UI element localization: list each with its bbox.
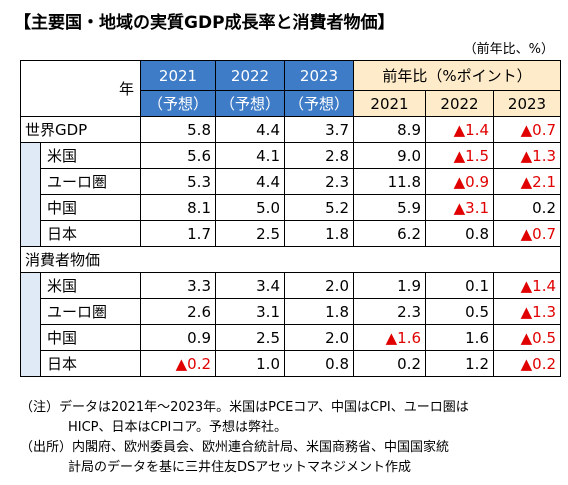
value-cell: 3.7	[284, 116, 354, 143]
row-label: 中国	[40, 324, 141, 351]
header-year-2021: 2021	[140, 60, 216, 91]
header-forecast-note-2021: （予想）	[140, 90, 216, 117]
header-diff-group: 前年比（%ポイント）	[353, 60, 561, 91]
corner-year-label: 年	[20, 60, 141, 117]
value-cell: 8.1	[140, 194, 216, 221]
row-label: ユーロ圏	[40, 168, 141, 195]
value-cell: 2.5	[215, 324, 285, 351]
value-cell: 0.8	[284, 350, 354, 377]
table-row: 日本 ▲0.2 1.0 0.8 0.2 1.2 ▲0.2	[21, 350, 561, 377]
header-year-2022: 2022	[215, 60, 285, 91]
value-cell: 1.7	[140, 220, 216, 247]
value-cell: 1.8	[284, 220, 354, 247]
value-cell: 0.2	[493, 194, 561, 221]
value-cell: ▲1.6	[353, 324, 426, 351]
value-cell: 5.2	[284, 194, 354, 221]
value-cell: 1.6	[425, 324, 494, 351]
value-cell: ▲1.3	[493, 142, 561, 169]
value-cell: 4.1	[215, 142, 285, 169]
value-cell: 2.3	[284, 168, 354, 195]
row-label: 米国	[40, 272, 141, 299]
table-title: 【主要国・地域の実質GDP成長率と消費者物価】	[14, 13, 395, 33]
value-cell: 0.2	[353, 350, 426, 377]
value-cell: 3.1	[215, 298, 285, 325]
header-year-2023: 2023	[284, 60, 354, 91]
table-row: 米国 5.6 4.1 2.8 9.0 ▲1.5 ▲1.3	[20, 142, 561, 247]
value-cell: 9.0	[353, 142, 426, 169]
indent-cell	[20, 142, 41, 247]
source-line-1: （出所）内閣府、欧州委員会、欧州連合統計局、米国商務省、中国国家統	[20, 440, 450, 455]
value-cell: 2.0	[284, 272, 354, 299]
value-cell: 2.3	[353, 298, 426, 325]
value-cell: ▲0.2	[140, 350, 216, 377]
value-cell: ▲0.7	[493, 116, 561, 143]
value-cell: 6.2	[353, 220, 426, 247]
value-cell: ▲1.4	[425, 116, 494, 143]
value-cell: 8.9	[353, 116, 426, 143]
row-label: 日本	[40, 220, 141, 247]
value-cell: ▲2.1	[493, 168, 561, 195]
data-table: 年 2021 2022 2023 前年比（%ポイント） （予想） （予想） （予…	[20, 60, 561, 377]
value-cell: 1.2	[425, 350, 494, 377]
value-cell: 0.9	[140, 324, 216, 351]
value-cell: 4.4	[215, 168, 285, 195]
value-cell: ▲0.5	[493, 324, 561, 351]
header-diff-year-2023: 2023	[493, 90, 561, 117]
value-cell: 2.5	[215, 220, 285, 247]
value-cell: 5.6	[140, 142, 216, 169]
value-cell: 0.5	[425, 298, 494, 325]
header-forecast-note-2022: （予想）	[215, 90, 285, 117]
value-cell: 1.0	[215, 350, 285, 377]
value-cell: 2.6	[140, 298, 216, 325]
value-cell: 1.9	[353, 272, 426, 299]
table-row: 日本 1.7 2.5 1.8 6.2 0.8 ▲0.7	[21, 220, 561, 247]
footnotes: （注）データは2021年～2023年。米国はPCEコア、中国はCPI、ユーロ圏は…	[20, 398, 469, 478]
table-row: ユーロ圏 5.3 4.4 2.3 11.8 ▲0.9 ▲2.1	[21, 168, 561, 195]
value-cell: 3.4	[215, 272, 285, 299]
value-cell: 5.0	[215, 194, 285, 221]
note-line-2: HICP、日本はCPIコア。予想は弊社。	[68, 420, 287, 435]
row-label: 米国	[40, 142, 141, 169]
value-cell: 2.8	[284, 142, 354, 169]
value-cell: ▲1.4	[493, 272, 561, 299]
value-cell: ▲0.7	[493, 220, 561, 247]
header-forecast-note-2023: （予想）	[284, 90, 354, 117]
value-cell: ▲1.5	[425, 142, 494, 169]
section-label: 消費者物価	[20, 246, 561, 273]
indent-cell	[20, 272, 41, 377]
unit-note: （前年比、%）	[463, 42, 554, 57]
header-diff-year-2022: 2022	[425, 90, 494, 117]
value-cell: 3.3	[140, 272, 216, 299]
value-cell: 5.3	[140, 168, 216, 195]
table-row: 米国 3.3 3.4 2.0 1.9 0.1 ▲1.4	[20, 272, 561, 377]
row-label: ユーロ圏	[40, 298, 141, 325]
source-line-2: 計局のデータを基に三井住友DSアセットマネジメント作成	[68, 460, 412, 475]
table-row: 中国 0.9 2.5 2.0 ▲1.6 1.6 ▲0.5	[21, 324, 561, 351]
value-cell: 0.1	[425, 272, 494, 299]
value-cell: 0.8	[425, 220, 494, 247]
value-cell: ▲1.3	[493, 298, 561, 325]
header-diff-year-2021: 2021	[353, 90, 426, 117]
value-cell: 5.8	[140, 116, 216, 143]
value-cell: ▲0.9	[425, 168, 494, 195]
row-label: 中国	[40, 194, 141, 221]
value-cell: 5.9	[353, 194, 426, 221]
section-label: 世界GDP	[20, 116, 141, 143]
note-line-1: （注）データは2021年～2023年。米国はPCEコア、中国はCPI、ユーロ圏は	[20, 400, 469, 415]
value-cell: 2.0	[284, 324, 354, 351]
value-cell: 4.4	[215, 116, 285, 143]
table-row: 中国 8.1 5.0 5.2 5.9 ▲3.1 0.2	[21, 194, 561, 221]
row-label: 日本	[40, 350, 141, 377]
table-row: ユーロ圏 2.6 3.1 1.8 2.3 0.5 ▲1.3	[21, 298, 561, 325]
value-cell: ▲3.1	[425, 194, 494, 221]
value-cell: ▲0.2	[493, 350, 561, 377]
value-cell: 11.8	[353, 168, 426, 195]
value-cell: 1.8	[284, 298, 354, 325]
